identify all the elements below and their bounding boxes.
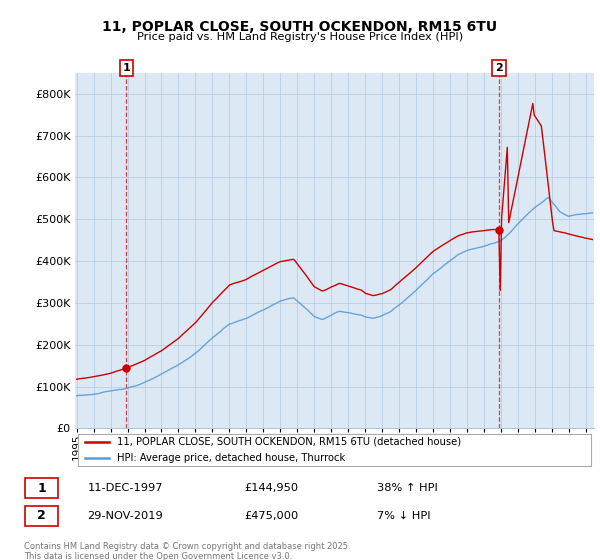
Text: 11, POPLAR CLOSE, SOUTH OCKENDON, RM15 6TU: 11, POPLAR CLOSE, SOUTH OCKENDON, RM15 6…: [103, 20, 497, 34]
Text: 11-DEC-1997: 11-DEC-1997: [88, 483, 163, 493]
Text: 7% ↓ HPI: 7% ↓ HPI: [377, 511, 431, 521]
Text: 1: 1: [122, 63, 130, 73]
Text: 1: 1: [37, 482, 46, 494]
Text: Contains HM Land Registry data © Crown copyright and database right 2025.
This d: Contains HM Land Registry data © Crown c…: [24, 542, 350, 560]
FancyBboxPatch shape: [77, 434, 592, 466]
Text: 38% ↑ HPI: 38% ↑ HPI: [377, 483, 438, 493]
Text: HPI: Average price, detached house, Thurrock: HPI: Average price, detached house, Thur…: [116, 453, 345, 463]
FancyBboxPatch shape: [25, 478, 58, 498]
Text: 29-NOV-2019: 29-NOV-2019: [88, 511, 163, 521]
FancyBboxPatch shape: [25, 506, 58, 526]
Text: £475,000: £475,000: [245, 511, 299, 521]
Text: 2: 2: [37, 510, 46, 522]
Text: 11, POPLAR CLOSE, SOUTH OCKENDON, RM15 6TU (detached house): 11, POPLAR CLOSE, SOUTH OCKENDON, RM15 6…: [116, 437, 461, 447]
Text: £144,950: £144,950: [245, 483, 299, 493]
Text: Price paid vs. HM Land Registry's House Price Index (HPI): Price paid vs. HM Land Registry's House …: [137, 32, 463, 42]
Text: 2: 2: [495, 63, 503, 73]
